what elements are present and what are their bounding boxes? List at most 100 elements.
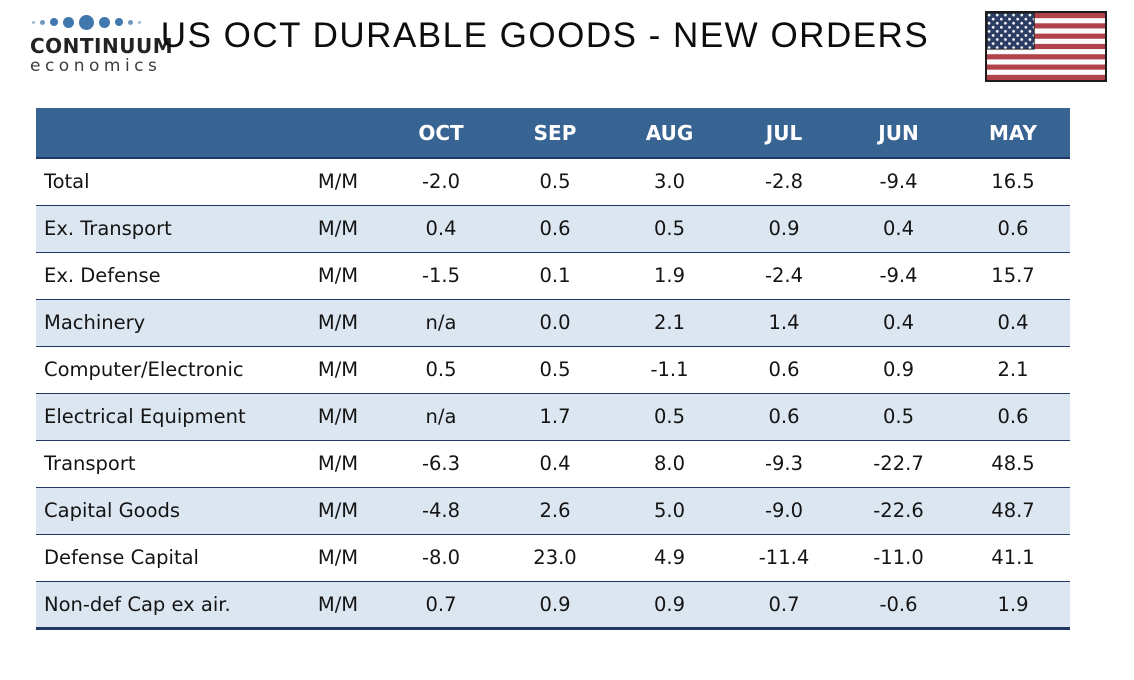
table-row: Transport M/M -6.3 0.4 8.0 -9.3 -22.7 48…: [36, 440, 1070, 488]
row-label: Non-def Cap ex air.: [36, 581, 292, 630]
value-cell: -22.6: [841, 487, 956, 535]
value-cell: -8.0: [384, 534, 498, 582]
column-header-oct: OCT: [384, 108, 498, 159]
value-cell: 5.0: [612, 487, 727, 535]
value-cell: 0.6: [727, 393, 841, 441]
value-cell: -9.3: [727, 440, 841, 488]
table-row: Capital Goods M/M -4.8 2.6 5.0 -9.0 -22.…: [36, 487, 1070, 535]
table-row: Electrical Equipment M/M n/a 1.7 0.5 0.6…: [36, 393, 1070, 441]
row-label: Transport: [36, 440, 292, 488]
value-cell: 0.9: [841, 346, 956, 394]
value-cell: 2.1: [956, 346, 1070, 394]
value-cell: n/a: [384, 299, 498, 347]
value-cell: -9.4: [841, 158, 956, 206]
brand-logo: CONTINUUM economics: [30, 14, 180, 77]
column-header-sep: SEP: [498, 108, 612, 159]
measure-label: M/M: [292, 205, 384, 253]
value-cell: -4.8: [384, 487, 498, 535]
value-cell: -2.8: [727, 158, 841, 206]
value-cell: 41.1: [956, 534, 1070, 582]
value-cell: 0.1: [498, 252, 612, 300]
orders-table: OCT SEP AUG JUL JUN MAY Total M/M -2.0 0…: [36, 108, 1070, 630]
us-flag-icon: [985, 11, 1107, 82]
column-header-jun: JUN: [841, 108, 956, 159]
value-cell: -11.0: [841, 534, 956, 582]
value-cell: -0.6: [841, 581, 956, 630]
value-cell: 0.6: [498, 205, 612, 253]
value-cell: n/a: [384, 393, 498, 441]
value-cell: -2.4: [727, 252, 841, 300]
value-cell: 1.7: [498, 393, 612, 441]
value-cell: -22.7: [841, 440, 956, 488]
value-cell: 2.6: [498, 487, 612, 535]
value-cell: 0.4: [841, 205, 956, 253]
measure-label: M/M: [292, 487, 384, 535]
value-cell: 23.0: [498, 534, 612, 582]
row-label: Electrical Equipment: [36, 393, 292, 441]
value-cell: 4.9: [612, 534, 727, 582]
value-cell: 1.9: [956, 581, 1070, 630]
value-cell: 15.7: [956, 252, 1070, 300]
row-label: Machinery: [36, 299, 292, 347]
value-cell: -2.0: [384, 158, 498, 206]
value-cell: 0.6: [956, 205, 1070, 253]
value-cell: 0.4: [841, 299, 956, 347]
value-cell: 0.6: [727, 346, 841, 394]
value-cell: 0.7: [727, 581, 841, 630]
measure-label: M/M: [292, 581, 384, 630]
value-cell: 1.4: [727, 299, 841, 347]
value-cell: 0.5: [498, 346, 612, 394]
measure-label: M/M: [292, 346, 384, 394]
row-label: Total: [36, 158, 292, 206]
value-cell: 0.9: [727, 205, 841, 253]
value-cell: 0.0: [498, 299, 612, 347]
logo-brand-text: CONTINUUM: [30, 34, 174, 58]
row-label: Computer/Electronic: [36, 346, 292, 394]
value-cell: -11.4: [727, 534, 841, 582]
table-row: Ex. Transport M/M 0.4 0.6 0.5 0.9 0.4 0.…: [36, 205, 1070, 253]
table-row: Computer/Electronic M/M 0.5 0.5 -1.1 0.6…: [36, 346, 1070, 394]
value-cell: -1.5: [384, 252, 498, 300]
row-label: Ex. Transport: [36, 205, 292, 253]
table-row: Total M/M -2.0 0.5 3.0 -2.8 -9.4 16.5: [36, 158, 1070, 206]
column-header-may: MAY: [956, 108, 1070, 159]
row-label: Ex. Defense: [36, 252, 292, 300]
value-cell: 0.5: [612, 205, 727, 253]
logo-sub-text: economics: [30, 56, 162, 76]
value-cell: 8.0: [612, 440, 727, 488]
column-header-aug: AUG: [612, 108, 727, 159]
value-cell: 0.5: [612, 393, 727, 441]
table-row: Defense Capital M/M -8.0 23.0 4.9 -11.4 …: [36, 534, 1070, 582]
measure-label: M/M: [292, 299, 384, 347]
value-cell: 0.5: [384, 346, 498, 394]
page-title: US OCT DURABLE GOODS - NEW ORDERS: [160, 16, 930, 55]
measure-label: M/M: [292, 158, 384, 206]
value-cell: 0.9: [498, 581, 612, 630]
value-cell: -1.1: [612, 346, 727, 394]
value-cell: 1.9: [612, 252, 727, 300]
logo-dots-icon: [32, 14, 180, 30]
measure-label: M/M: [292, 252, 384, 300]
value-cell: 0.7: [384, 581, 498, 630]
row-label: Capital Goods: [36, 487, 292, 535]
value-cell: 0.6: [956, 393, 1070, 441]
table-row: Ex. Defense M/M -1.5 0.1 1.9 -2.4 -9.4 1…: [36, 252, 1070, 300]
value-cell: 0.9: [612, 581, 727, 630]
value-cell: 0.4: [956, 299, 1070, 347]
value-cell: 48.5: [956, 440, 1070, 488]
measure-label: M/M: [292, 393, 384, 441]
table-header-row: OCT SEP AUG JUL JUN MAY: [36, 108, 1070, 159]
row-label: Defense Capital: [36, 534, 292, 582]
measure-label: M/M: [292, 440, 384, 488]
value-cell: 2.1: [612, 299, 727, 347]
column-header-jul: JUL: [727, 108, 841, 159]
value-cell: -9.4: [841, 252, 956, 300]
value-cell: 0.5: [498, 158, 612, 206]
value-cell: 0.4: [384, 205, 498, 253]
value-cell: -6.3: [384, 440, 498, 488]
column-header-blank: [36, 108, 292, 159]
table-row: Machinery M/M n/a 0.0 2.1 1.4 0.4 0.4: [36, 299, 1070, 347]
value-cell: 16.5: [956, 158, 1070, 206]
column-header-blank: [292, 108, 384, 159]
measure-label: M/M: [292, 534, 384, 582]
